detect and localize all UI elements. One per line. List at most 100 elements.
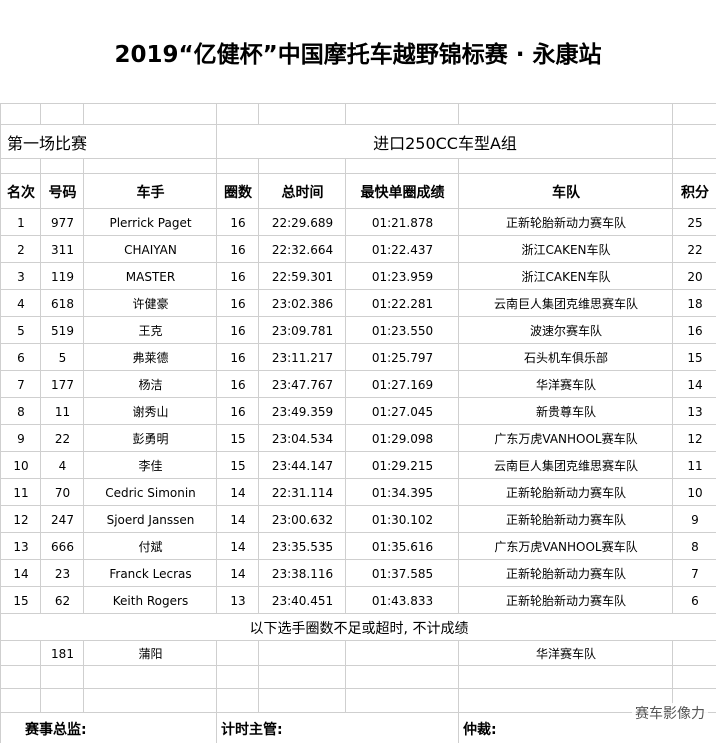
table-cell: 华洋赛车队: [458, 640, 673, 666]
table-cell: 23:02.386: [258, 289, 346, 317]
table-cell: 浙江CAKEN车队: [458, 235, 673, 263]
empty-cell: [672, 124, 716, 159]
empty-cell: [672, 640, 716, 666]
table-cell: 16: [216, 289, 259, 317]
table-cell: 01:25.797: [345, 343, 459, 371]
table-cell: 12: [672, 424, 716, 452]
header-cell: 总时间: [258, 173, 346, 209]
empty-cell: [216, 665, 259, 689]
empty-cell: [458, 158, 673, 174]
table-cell: 22:31.114: [258, 478, 346, 506]
empty-cell: [345, 665, 459, 689]
table-cell: 01:30.102: [345, 505, 459, 533]
table-cell: 01:37.585: [345, 559, 459, 587]
empty-cell: [258, 665, 346, 689]
table-cell: 11: [672, 451, 716, 479]
table-cell: 正新轮胎新动力赛车队: [458, 559, 673, 587]
table-cell: 16: [216, 343, 259, 371]
empty-cell: [258, 688, 346, 713]
header-cell: 最快单圈成绩: [345, 173, 459, 209]
table-cell: 977: [40, 208, 84, 236]
table-cell: 石头机车俱乐部: [458, 343, 673, 371]
table-cell: 14: [216, 478, 259, 506]
table-cell: CHAIYAN: [83, 235, 217, 263]
empty-cell: [345, 158, 459, 174]
table-cell: 22:29.689: [258, 208, 346, 236]
table-cell: 22: [672, 235, 716, 263]
table-cell: 01:34.395: [345, 478, 459, 506]
table-cell: 14: [216, 559, 259, 587]
table-cell: 广东万虎VANHOOL赛车队: [458, 424, 673, 452]
table-cell: 23:38.116: [258, 559, 346, 587]
table-cell: 弗莱德: [83, 343, 217, 371]
empty-cell: [0, 665, 41, 689]
table-cell: 9: [672, 505, 716, 533]
table-cell: 01:29.215: [345, 451, 459, 479]
table-cell: 01:35.616: [345, 532, 459, 560]
table-cell: 22: [40, 424, 84, 452]
table-cell: Cedric Simonin: [83, 478, 217, 506]
header-cell: 圈数: [216, 173, 259, 209]
table-cell: 01:29.098: [345, 424, 459, 452]
table-cell: 618: [40, 289, 84, 317]
table-cell: 01:22.437: [345, 235, 459, 263]
race-label: 第一场比赛: [0, 124, 217, 159]
table-cell: 177: [40, 370, 84, 398]
empty-cell: [83, 688, 217, 713]
table-cell: 云南巨人集团克维思赛车队: [458, 451, 673, 479]
empty-cell: [0, 688, 41, 713]
table-cell: 16: [216, 316, 259, 344]
table-cell: 4: [40, 451, 84, 479]
table-cell: 浙江CAKEN车队: [458, 262, 673, 290]
table-cell: 666: [40, 532, 84, 560]
empty-cell: [83, 158, 217, 174]
empty-cell: [216, 158, 259, 174]
table-cell: 181: [40, 640, 84, 666]
table-cell: Franck Lecras: [83, 559, 217, 587]
table-cell: 62: [40, 586, 84, 614]
empty-cell: [216, 103, 259, 125]
footer-label: 赛事总监:: [0, 712, 217, 743]
table-cell: 王克: [83, 316, 217, 344]
table-cell: 6: [0, 343, 41, 371]
table-cell: 3: [0, 262, 41, 290]
empty-cell: [216, 688, 259, 713]
table-cell: 01:23.550: [345, 316, 459, 344]
table-cell: 正新轮胎新动力赛车队: [458, 208, 673, 236]
table-cell: 许健豪: [83, 289, 217, 317]
table-cell: 波速尔赛车队: [458, 316, 673, 344]
empty-cell: [345, 640, 459, 666]
table-cell: 23:47.767: [258, 370, 346, 398]
footer-label: 计时主管:: [216, 712, 459, 743]
table-cell: 李佳: [83, 451, 217, 479]
table-cell: 16: [216, 262, 259, 290]
table-cell: 16: [216, 397, 259, 425]
watermark: 赛车影像力: [632, 703, 708, 723]
table-cell: 彭勇明: [83, 424, 217, 452]
empty-cell: [40, 158, 84, 174]
header-cell: 名次: [0, 173, 41, 209]
table-cell: 11: [0, 478, 41, 506]
empty-cell: [0, 640, 41, 666]
table-cell: 蒲阳: [83, 640, 217, 666]
table-cell: 23:35.535: [258, 532, 346, 560]
table-cell: 6: [672, 586, 716, 614]
table-cell: 16: [216, 235, 259, 263]
table-cell: 4: [0, 289, 41, 317]
header-cell: 车队: [458, 173, 673, 209]
table-cell: 15: [216, 451, 259, 479]
table-cell: 01:23.959: [345, 262, 459, 290]
title: 2019“亿健杯”中国摩托车越野锦标赛 · 永康站: [114, 41, 602, 68]
table-cell: 7: [0, 370, 41, 398]
table-cell: 519: [40, 316, 84, 344]
empty-cell: [458, 103, 673, 125]
table-cell: 杨洁: [83, 370, 217, 398]
empty-cell: [40, 688, 84, 713]
table-cell: 14: [216, 532, 259, 560]
empty-cell: [672, 688, 716, 713]
footer-label: 仲裁:: [458, 712, 716, 743]
empty-cell: [258, 640, 346, 666]
table-cell: 23:04.534: [258, 424, 346, 452]
table-cell: 16: [216, 370, 259, 398]
